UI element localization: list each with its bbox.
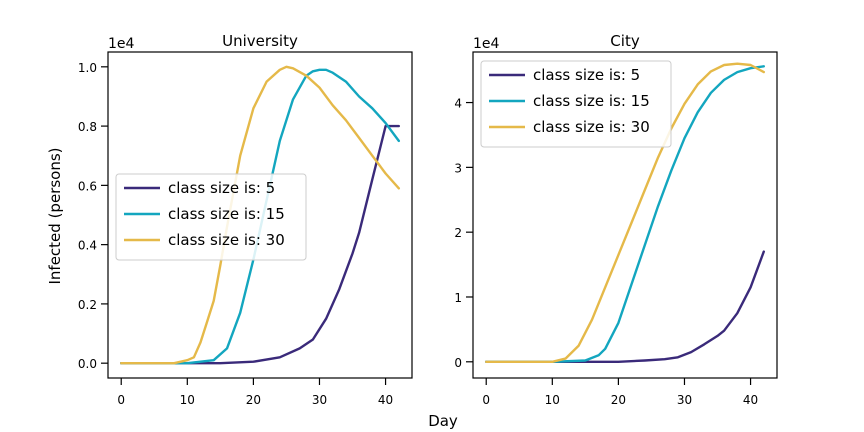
y-tick-label: 0.6 [78, 179, 97, 193]
axes-frame [107, 51, 413, 379]
series-line-0 [485, 250, 765, 363]
legend-label-0: class size is: 5 [168, 179, 275, 197]
y-tick-label: 0.2 [78, 298, 97, 312]
y-axis-label: Infected (persons) [46, 147, 64, 284]
y-tick-label: 0.0 [78, 357, 97, 371]
x-tick-label: 20 [611, 393, 626, 407]
legend-label-2: class size is: 30 [168, 231, 285, 249]
x-tick-label: 20 [246, 393, 261, 407]
legend-label-0: class size is: 5 [533, 66, 640, 84]
y-tick-label: 0 [454, 356, 462, 370]
legend: class size is: 5 class size is: 15 class s… [115, 173, 307, 261]
axes-frame [472, 51, 778, 379]
x-tick-label: 40 [378, 393, 393, 407]
series-line-0 [120, 124, 400, 365]
panel-title: City [610, 32, 640, 50]
x-tick-label: 0 [117, 393, 125, 407]
series-line-2 [485, 62, 765, 363]
series-line-2 [120, 65, 400, 365]
x-tick-label: 30 [677, 393, 692, 407]
legend-label-1: class size is: 15 [168, 205, 285, 223]
series-line-1 [485, 65, 765, 363]
legend: class size is: 5 class size is: 15 class s… [480, 60, 672, 148]
y-tick-label: 0.4 [78, 239, 97, 253]
legend-label-2: class size is: 30 [533, 118, 650, 136]
x-tick-label: 10 [180, 393, 195, 407]
y-tick-label: 1.0 [78, 61, 97, 75]
x-tick-label: 10 [545, 393, 560, 407]
x-tick-label: 30 [312, 393, 327, 407]
x-tick-label: 40 [743, 393, 758, 407]
panel-title: University [222, 32, 298, 50]
legend-label-1: class size is: 15 [533, 92, 650, 110]
legend-box [115, 173, 307, 261]
y-tick-label: 3 [454, 161, 462, 175]
legend-box [480, 60, 672, 148]
shared-x-axis-label: Day [428, 412, 458, 430]
university-panel: 0 10 20 30 40 0.0 0.2 0.4 0.6 0.8 1.0 1e4 University… [78, 32, 413, 407]
x-tick-label: 0 [482, 393, 490, 407]
y-tick-label: 0.8 [78, 120, 97, 134]
y-offset-label: 1e4 [473, 36, 500, 52]
y-tick-label: 4 [454, 97, 462, 111]
y-offset-label: 1e4 [108, 36, 135, 52]
y-tick-label: 2 [454, 226, 462, 240]
y-tick-label: 1 [454, 291, 462, 305]
